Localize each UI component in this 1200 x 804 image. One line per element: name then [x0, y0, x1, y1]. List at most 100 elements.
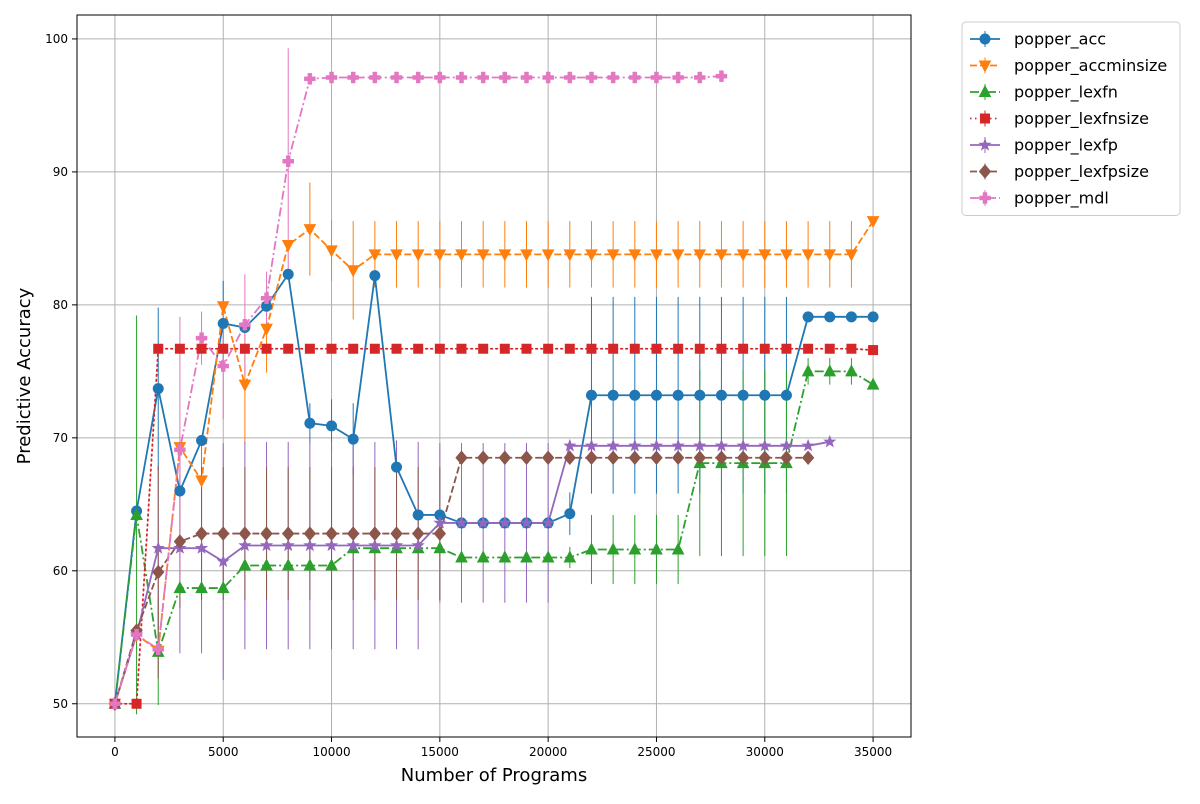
data-markers	[108, 70, 880, 712]
axis-ticks: 0 5000 10000 15000 20000 25000 30000 35000 50 60 7…	[45, 32, 892, 759]
data-point-popper_lexfp	[433, 515, 447, 529]
data-point-popper_lexfp	[519, 515, 534, 529]
y-tick-label: 60	[53, 564, 68, 578]
data-point-popper_accminsize	[411, 249, 425, 262]
data-point-popper_mdl	[347, 71, 359, 84]
data-point-popper_lexfnsize	[608, 343, 619, 354]
data-point-popper_lexfnsize	[694, 343, 705, 354]
data-point-popper_acc	[715, 389, 727, 401]
data-point-popper_lexfpsize	[217, 526, 230, 541]
data-point-popper_accminsize	[498, 249, 512, 262]
data-point-popper_lexfpsize	[563, 450, 576, 466]
data-point-popper_lexfp	[563, 438, 577, 452]
data-point-popper_lexfn	[476, 550, 490, 563]
data-point-popper_lexfn	[498, 550, 512, 563]
data-point-popper_lexfp	[779, 438, 794, 452]
data-point-popper_mdl	[390, 71, 403, 84]
data-point-popper_mdl	[499, 71, 511, 84]
data-point-popper_lexfp	[151, 541, 165, 554]
data-point-popper_lexfnsize	[738, 343, 749, 354]
data-point-popper_lexfp	[714, 438, 729, 452]
data-point-popper_acc	[152, 383, 164, 395]
data-point-popper_lexfpsize	[520, 450, 533, 466]
data-point-popper_lexfnsize	[413, 343, 424, 354]
data-point-popper_lexfp	[736, 438, 750, 452]
data-point-popper_lexfpsize	[736, 450, 750, 466]
data-point-popper_mdl	[607, 71, 619, 84]
data-point-popper_mdl	[217, 360, 229, 372]
data-point-popper_lexfn	[455, 550, 468, 563]
data-point-popper_lexfpsize	[325, 526, 338, 541]
data-point-popper_lexfnsize	[369, 343, 380, 354]
data-point-popper_mdl	[260, 292, 273, 304]
data-point-popper_lexfnsize	[153, 343, 164, 354]
data-point-popper_accminsize	[671, 249, 685, 262]
data-point-popper_accminsize	[476, 249, 490, 262]
data-point-popper_accminsize	[758, 249, 772, 262]
data-point-popper_lexfnsize	[803, 343, 814, 354]
data-point-popper_lexfp	[389, 538, 404, 552]
legend-label: popper_acc	[1014, 30, 1106, 50]
data-point-popper_accminsize	[260, 323, 273, 336]
data-point-popper_lexfn	[281, 558, 295, 571]
data-point-popper_mdl	[542, 71, 554, 84]
x-tick-label: 5000	[208, 745, 239, 759]
data-point-popper_accminsize	[845, 249, 858, 262]
data-point-popper_acc	[585, 389, 597, 401]
data-point-popper_accminsize	[563, 249, 577, 262]
data-point-popper_mdl	[109, 698, 121, 710]
y-tick-label: 90	[53, 165, 68, 179]
data-point-popper_lexfnsize	[348, 343, 359, 354]
data-point-popper_lexfnsize	[868, 345, 879, 356]
data-point-popper_lexfnsize	[196, 343, 207, 354]
data-point-popper_acc	[650, 389, 662, 401]
data-point-popper_lexfnsize	[304, 343, 315, 354]
data-point-popper_lexfpsize	[455, 450, 468, 466]
data-point-popper_lexfp	[801, 438, 815, 452]
data-point-popper_lexfn	[130, 507, 143, 520]
data-point-popper_acc	[867, 311, 879, 323]
data-point-popper_acc	[304, 417, 316, 429]
data-point-popper_lexfn	[173, 581, 187, 594]
data-point-popper_lexfpsize	[303, 526, 317, 541]
data-point-popper_lexfpsize	[758, 450, 771, 466]
data-point-popper_acc	[629, 389, 641, 401]
legend-marker-popper_acc	[979, 33, 991, 45]
data-point-popper_acc	[217, 317, 229, 329]
data-point-popper_acc	[759, 389, 771, 401]
x-tick-label: 10000	[312, 745, 350, 759]
data-point-popper_lexfp	[758, 438, 772, 452]
data-point-popper_lexfp	[259, 538, 274, 552]
data-point-popper_mdl	[369, 71, 381, 84]
data-point-popper_accminsize	[368, 249, 382, 262]
data-point-popper_lexfnsize	[629, 343, 640, 354]
data-point-popper_lexfp	[454, 515, 469, 529]
data-point-popper_lexfp	[346, 538, 360, 552]
legend-marker-popper_lexfn	[978, 84, 992, 97]
x-tick-label: 35000	[854, 745, 892, 759]
data-point-popper_lexfpsize	[606, 450, 620, 466]
series-line-popper_lexfn	[114, 370, 874, 704]
data-point-popper_lexfpsize	[715, 450, 728, 466]
data-point-popper_lexfn	[563, 550, 577, 563]
data-point-popper_accminsize	[801, 249, 815, 262]
data-point-popper_lexfnsize	[846, 343, 857, 354]
data-point-popper_lexfp	[194, 541, 209, 554]
data-point-popper_lexfp	[628, 438, 642, 452]
data-point-popper_lexfpsize	[238, 526, 252, 541]
data-point-popper_lexfn	[801, 364, 815, 377]
data-point-popper_lexfnsize	[326, 343, 337, 354]
data-point-popper_acc	[196, 434, 208, 446]
data-point-popper_mdl	[585, 71, 598, 84]
data-point-popper_mdl	[520, 71, 533, 84]
x-tick-label: 20000	[529, 745, 567, 759]
y-axis-label: Predictive Accuracy	[14, 287, 35, 464]
data-point-popper_lexfpsize	[368, 526, 382, 541]
data-point-popper_mdl	[195, 332, 208, 344]
data-point-popper_accminsize	[303, 224, 317, 237]
data-point-popper_lexfn	[325, 558, 338, 571]
data-point-popper_lexfn	[260, 558, 273, 571]
data-point-popper_accminsize	[585, 249, 598, 262]
